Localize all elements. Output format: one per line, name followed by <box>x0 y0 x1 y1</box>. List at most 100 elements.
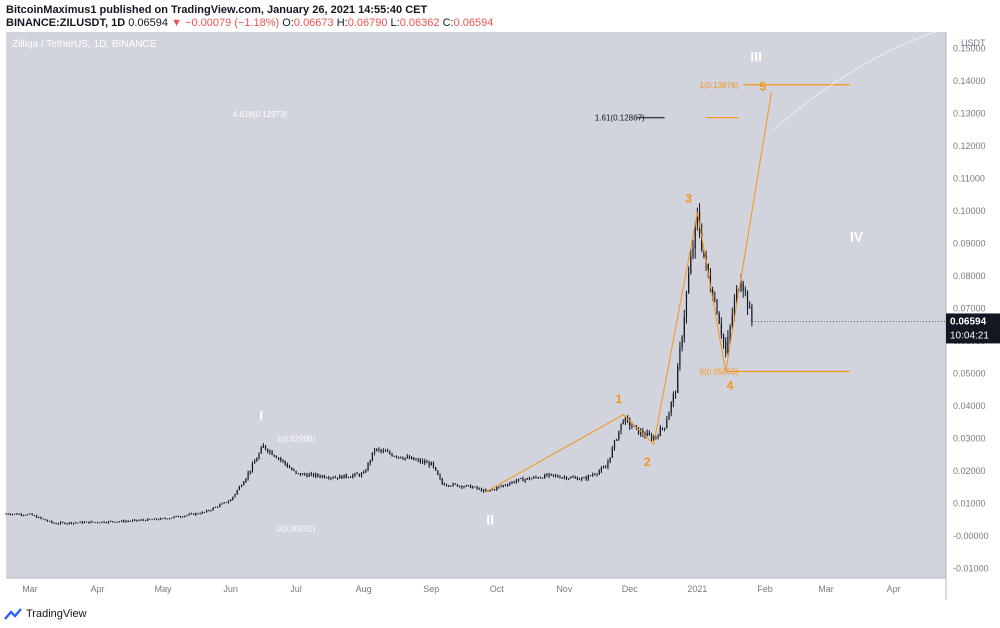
y-tick-label: 0.05000 <box>953 368 986 378</box>
candle-body <box>657 436 659 437</box>
candle-body <box>602 467 605 469</box>
candle-body <box>537 477 539 479</box>
candle-body <box>376 448 378 451</box>
candle-body <box>415 459 417 461</box>
candle-body <box>295 470 297 474</box>
candle-body <box>445 485 448 487</box>
candle-body <box>751 306 753 322</box>
candle-body <box>243 482 245 486</box>
candle-body <box>195 513 197 515</box>
candle-body <box>722 334 725 343</box>
candle-body <box>190 513 192 515</box>
candle-body <box>565 476 568 479</box>
current-price-box: 0.06594 10:04:21 <box>751 313 1000 344</box>
x-tick-label: Aug <box>356 584 372 594</box>
candle-body <box>677 365 679 393</box>
candle-body <box>701 232 703 250</box>
candle-body <box>269 451 271 452</box>
fib-level-label: 0(0.05053) <box>700 368 739 377</box>
candle-body <box>459 485 461 487</box>
candle-body <box>552 474 555 476</box>
price-box-bg <box>946 313 1000 344</box>
candle-body <box>681 336 683 348</box>
candle-body <box>66 523 68 525</box>
wave-label: 5 <box>759 80 766 94</box>
ohlc-open-label: O: <box>282 17 294 29</box>
candle-body <box>116 521 118 523</box>
candle-body <box>247 472 249 479</box>
candle-body <box>589 475 592 477</box>
x-tick-label: Oct <box>490 584 505 594</box>
y-tick-label: 0.07000 <box>953 303 986 313</box>
wave-label: II <box>486 511 494 527</box>
candle-body <box>164 518 166 520</box>
x-tick-label: Mar <box>818 584 834 594</box>
candle-body <box>153 518 155 520</box>
candle-body <box>430 462 432 466</box>
candle-body <box>286 463 288 467</box>
candle-body <box>550 473 552 475</box>
candle-body <box>219 504 221 507</box>
candle-body <box>463 486 465 488</box>
candle-body <box>515 480 517 483</box>
candle-body <box>310 473 312 475</box>
candle-body <box>38 517 40 518</box>
candle-body <box>158 519 160 521</box>
candle-body <box>112 521 114 523</box>
candle-body <box>68 522 70 524</box>
candle-body <box>62 522 64 524</box>
candle-body <box>140 519 142 521</box>
candle-body <box>395 456 397 458</box>
candle-body <box>725 342 727 353</box>
candle-body <box>668 412 670 420</box>
y-tick-label: -0.00000 <box>953 531 989 541</box>
candle-body <box>694 224 696 249</box>
candle-body <box>306 474 308 477</box>
candle-body <box>498 486 500 488</box>
candle-body <box>485 489 487 492</box>
candle-body <box>570 477 572 479</box>
candle-body <box>275 456 278 458</box>
candle-body <box>672 394 674 403</box>
x-tick-label: 2021 <box>687 584 707 594</box>
candle-body <box>173 516 175 518</box>
candle-body <box>622 421 624 424</box>
price-chart[interactable]: Zilliqa / TetherUS, 1D, BINANCE USDT -0.… <box>0 32 1000 604</box>
candle-body <box>186 515 188 516</box>
candle-body <box>44 519 46 521</box>
x-tick-label: Mar <box>22 584 38 594</box>
candle-body <box>326 477 328 479</box>
candle-body <box>655 436 657 438</box>
candle-body <box>5 513 7 515</box>
y-tick-label: 0.02000 <box>953 466 986 476</box>
candle-body <box>99 522 101 524</box>
candle-body <box>349 477 352 478</box>
candle-body <box>406 456 408 458</box>
candle-body <box>171 517 173 519</box>
candle-body <box>321 475 323 478</box>
candle-body <box>546 474 548 477</box>
candle-body <box>75 522 77 524</box>
candle-body <box>59 522 62 524</box>
candle-body <box>79 521 81 523</box>
candle-body <box>424 460 426 464</box>
candle-body <box>103 521 105 523</box>
projection-curve <box>773 32 936 130</box>
candle-body <box>568 478 570 480</box>
candle-body <box>284 461 286 464</box>
x-tick-label: Jun <box>223 584 238 594</box>
y-axis-ticks: -0.01000 -0.00000 0.01000 0.02000 0.03000 0.0… <box>953 43 989 573</box>
candle-body <box>304 473 306 475</box>
candle-body <box>227 501 230 503</box>
symbol-text: BINANCE:ZILUSDT, 1D <box>6 17 126 29</box>
y-tick-label: -0.01000 <box>953 563 989 573</box>
candle-body <box>31 513 33 516</box>
candle-body <box>465 485 467 487</box>
candle-body <box>533 476 535 479</box>
candle-body <box>692 248 694 257</box>
candle-body <box>25 515 27 516</box>
candle-body <box>371 452 374 461</box>
candle-body <box>9 514 11 516</box>
candle-body <box>264 445 267 450</box>
candle-body <box>302 473 304 476</box>
